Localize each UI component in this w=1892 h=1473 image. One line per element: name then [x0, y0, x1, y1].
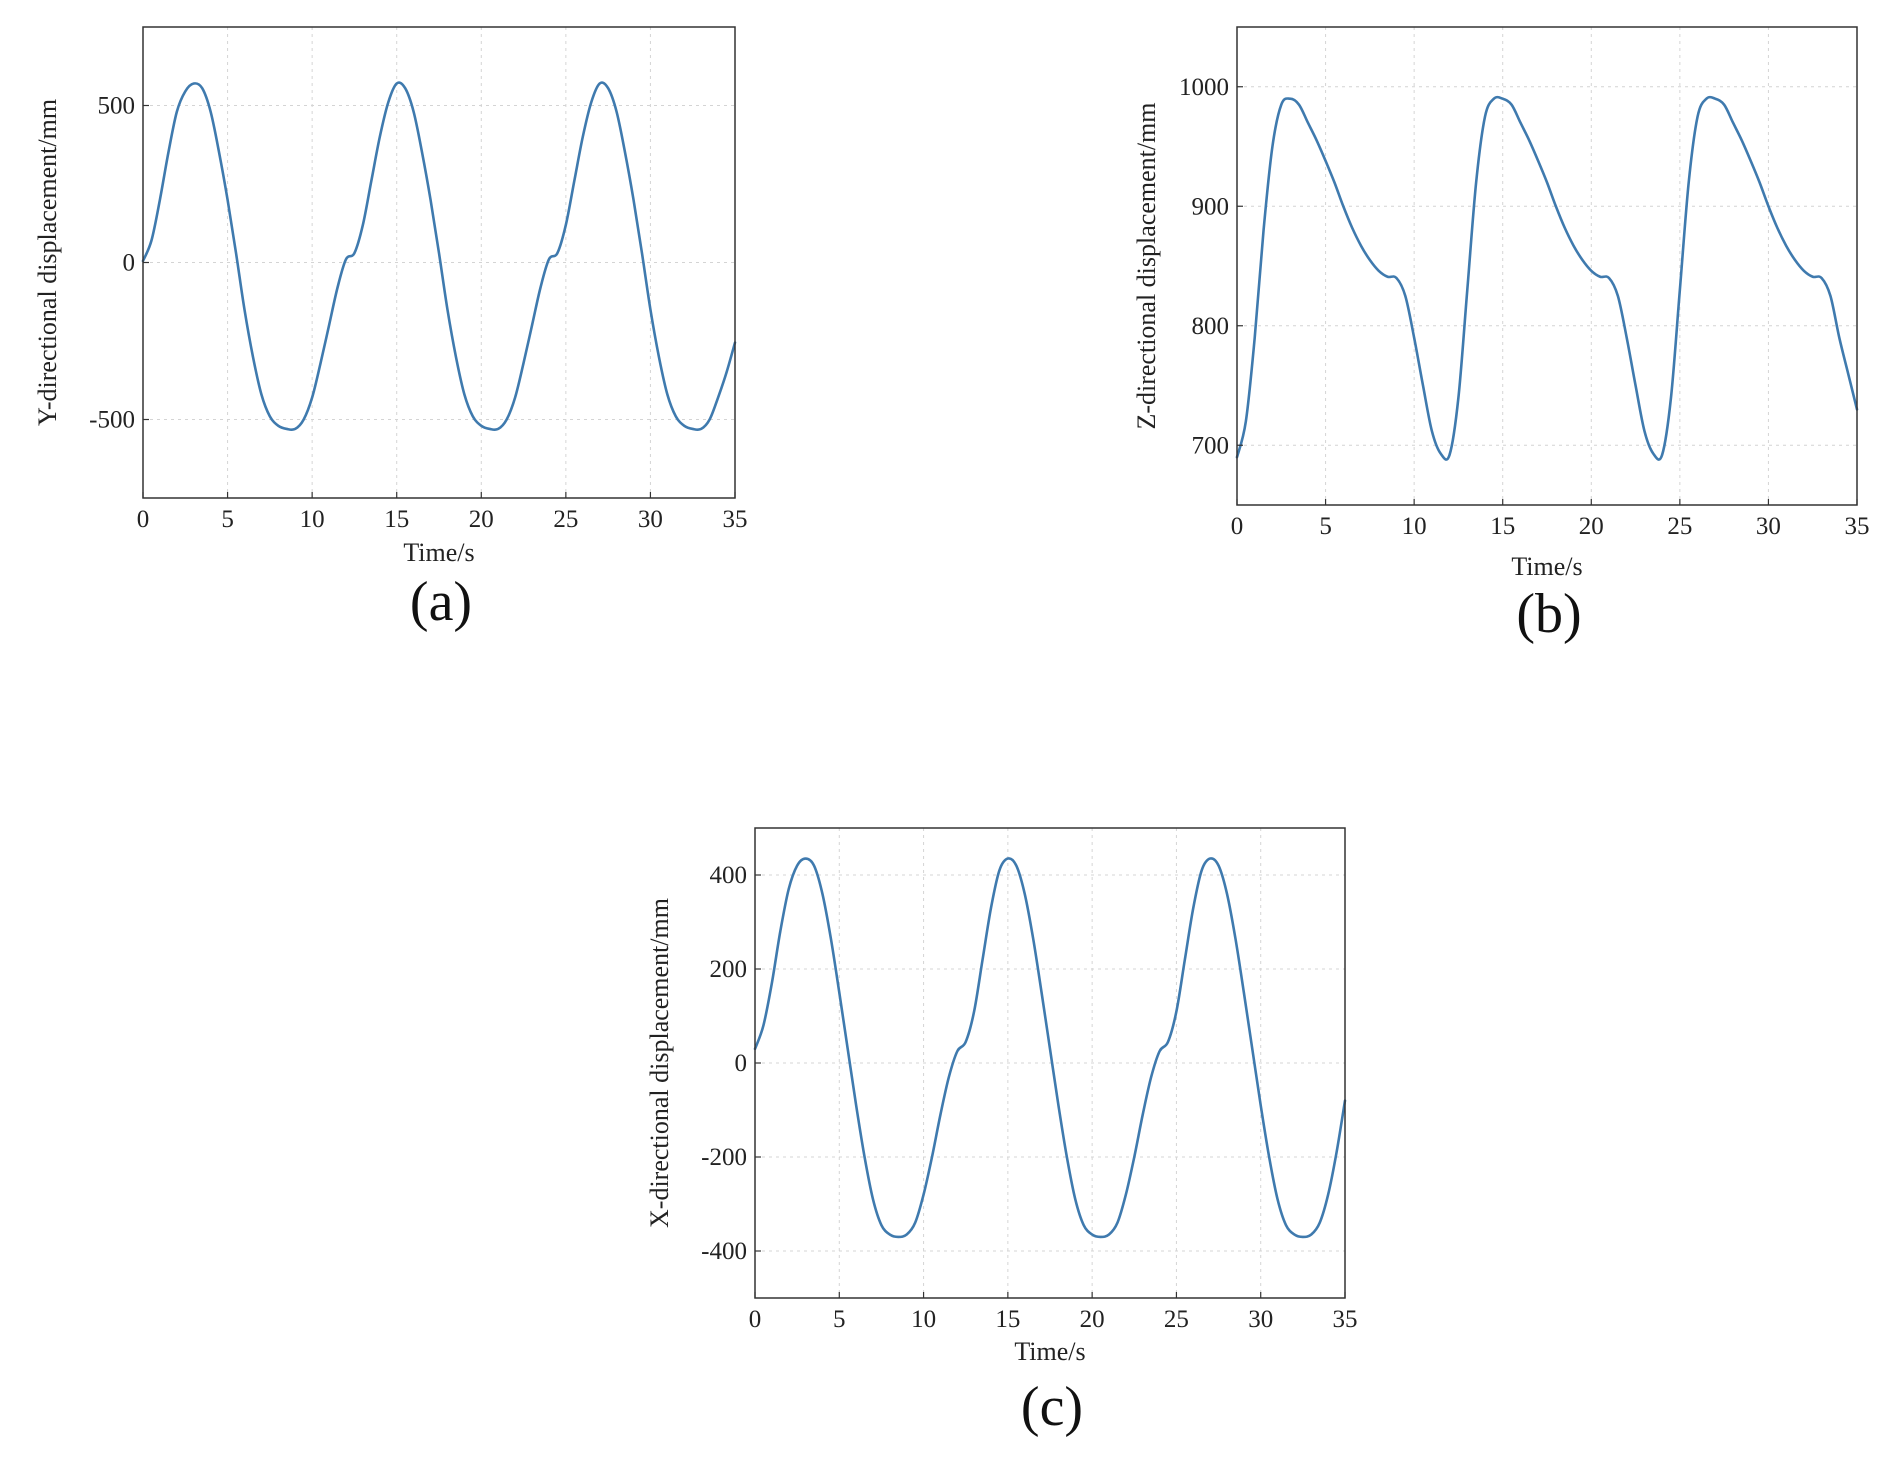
x-tick-label: 25: [1667, 513, 1692, 540]
y-tick-label: 500: [98, 93, 136, 120]
x-tick-label: 30: [638, 506, 663, 533]
panel-b: 0 5 10 15 20 25 30 35 700 800 900 1000 Time/s Z-direc…: [1132, 26, 1870, 645]
x-tick-label: 35: [1333, 1306, 1358, 1333]
y-tick-label: -200: [701, 1144, 747, 1171]
x-tick-label: 15: [384, 506, 409, 533]
x-tick-label: 25: [553, 506, 578, 533]
y-tick-label: 700: [1192, 432, 1230, 459]
y-tick-label: -400: [701, 1238, 747, 1265]
x-axis-label: Time/s: [1014, 1337, 1085, 1366]
x-tick-label: 0: [137, 506, 150, 533]
x-tick-label: 15: [995, 1306, 1020, 1333]
y-tick-label: 900: [1192, 193, 1230, 220]
y-tick-label: 200: [710, 956, 748, 983]
series-line: [753, 857, 1347, 1239]
x-axis-label: Time/s: [1511, 552, 1582, 581]
x-tick-label: 30: [1756, 513, 1781, 540]
y-tick-label: -500: [89, 407, 135, 434]
x-tick-label: 5: [1319, 513, 1332, 540]
y-tick-label: 800: [1192, 313, 1230, 340]
y-axis-label: Y-directional displacement/mm: [33, 99, 62, 426]
x-tick-label: 20: [469, 506, 494, 533]
x-tick-label: 25: [1164, 1306, 1189, 1333]
panel-a: 0 5 10 15 20 25 30 35 -500 0 500 Time/s Y-directiona…: [33, 26, 748, 633]
x-tick-label: 30: [1248, 1306, 1273, 1333]
plot-frame: [1236, 26, 1858, 506]
y-axis-label: X-directional displacement/mm: [645, 898, 674, 1228]
x-tick-label: 10: [1402, 513, 1427, 540]
x-tick-label: 10: [300, 506, 325, 533]
x-tick-label: 15: [1490, 513, 1515, 540]
x-tick-label: 5: [221, 506, 234, 533]
y-tick-label: 0: [735, 1050, 748, 1077]
x-axis-label: Time/s: [403, 538, 474, 567]
y-tick-label: 1000: [1179, 74, 1229, 101]
panel-label: (c): [1021, 1376, 1083, 1438]
x-tick-label: 35: [723, 506, 748, 533]
y-axis-label: Z-directional displacement/mm: [1132, 102, 1161, 429]
x-tick-label: 5: [833, 1306, 846, 1333]
series-line: [141, 81, 737, 432]
y-tick-label: 400: [710, 862, 748, 889]
x-tick-label: 20: [1080, 1306, 1105, 1333]
x-tick-label: 35: [1845, 513, 1870, 540]
y-tick-label: 0: [123, 250, 136, 277]
x-tick-label: 0: [1231, 513, 1244, 540]
panel-label: (b): [1516, 583, 1581, 645]
panel-c: 0 5 10 15 20 25 30 35 -400 -200 0 200 400 Time/s X-dir…: [645, 827, 1358, 1438]
panel-label: (a): [410, 571, 472, 633]
x-tick-label: 0: [749, 1306, 762, 1333]
x-tick-label: 10: [911, 1306, 936, 1333]
x-tick-label: 20: [1579, 513, 1604, 540]
series-line: [1235, 95, 1859, 461]
